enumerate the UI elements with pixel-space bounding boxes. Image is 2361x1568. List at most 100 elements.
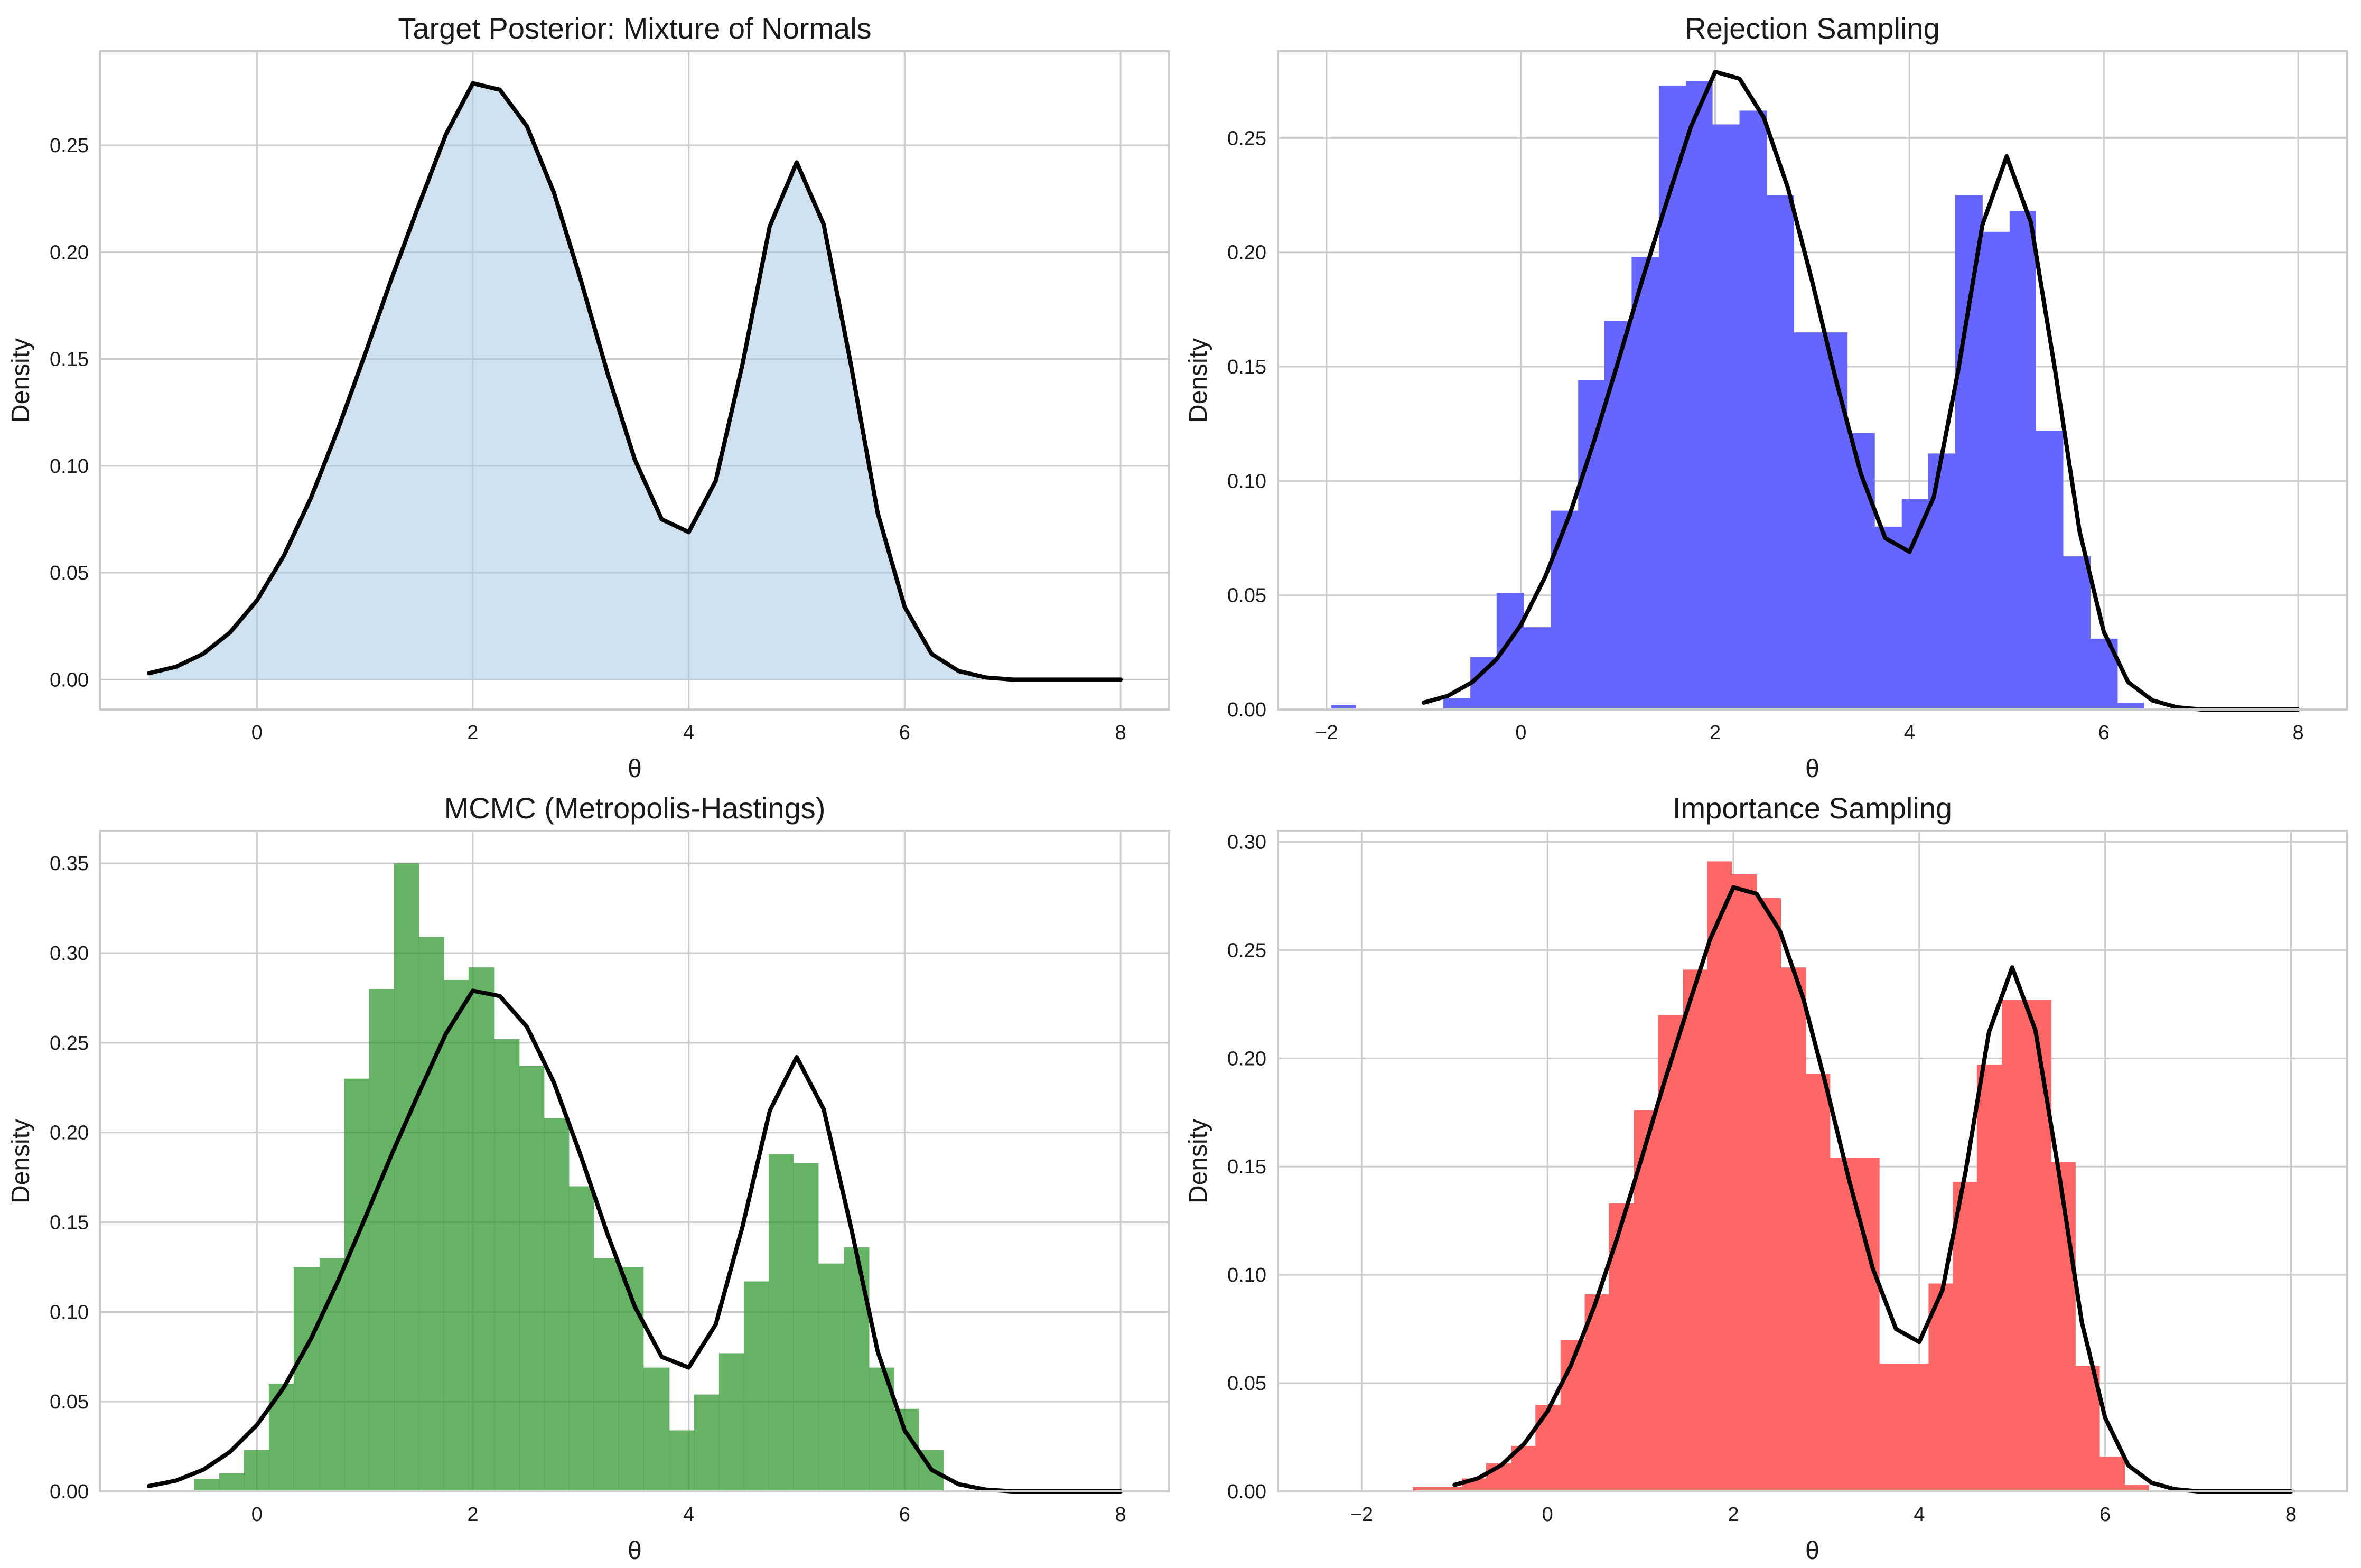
histogram-bar: [1535, 1405, 1561, 1491]
density-area-fill: [148, 83, 1121, 680]
y-tick-label: 0.25: [50, 135, 89, 157]
histogram-bar: [468, 967, 495, 1491]
chart-title: MCMC (Metropolis-Hastings): [444, 791, 826, 825]
y-tick-label: 0.20: [1227, 1048, 1266, 1070]
x-tick-label: 2: [1710, 722, 1721, 744]
histogram-bar: [418, 937, 444, 1491]
y-tick-label: 0.05: [50, 1391, 89, 1413]
histogram-bar: [1551, 510, 1579, 710]
y-axis-label: Density: [7, 338, 35, 423]
y-tick-label: 0.25: [1227, 127, 1266, 150]
histogram-bar: [2063, 556, 2091, 710]
histogram-bar: [1976, 1065, 2002, 1491]
plot-frame: [1277, 830, 2348, 1492]
y-tick-label: 0.20: [1227, 242, 1266, 264]
histogram-bar: [568, 1186, 594, 1491]
histogram-bar: [1874, 526, 1902, 710]
y-tick-label: 0.35: [50, 853, 89, 875]
histogram-bar: [1928, 1283, 1953, 1491]
x-tick-label: 0: [1542, 1504, 1553, 1526]
x-tick-label: 8: [1115, 1504, 1126, 1526]
y-tick-label: 0.10: [1227, 1264, 1266, 1286]
x-tick-label: 6: [899, 1504, 910, 1526]
x-tick-label: 8: [1115, 722, 1126, 744]
histogram-bar: [1604, 321, 1632, 710]
histogram-bar: [1578, 380, 1605, 710]
x-tick-label: 4: [1904, 722, 1915, 744]
histogram-bar: [2099, 1457, 2125, 1491]
y-axis-label: Density: [1184, 338, 1212, 423]
y-tick-label: 0.10: [1227, 470, 1266, 492]
y-tick-label: 0.15: [1227, 356, 1266, 378]
histogram-bar: [593, 1258, 619, 1491]
panel-mcmc: 0 2 4 6 8 0.00 0.05 0.10 0.15 0.20 0.25 0.30 0.35 MC…: [7, 791, 1170, 1565]
histogram-bar: [2051, 1162, 2076, 1491]
histogram-bar: [1631, 257, 1659, 710]
histogram-bar: [1879, 1364, 1904, 1491]
x-tick-label: 0: [251, 1504, 263, 1526]
histogram-bar: [1903, 1364, 1929, 1491]
histogram-bar: [194, 1479, 220, 1491]
histogram-bar: [1955, 195, 1983, 710]
chart-title: Importance Sampling: [1673, 791, 1952, 825]
histogram-bar: [618, 1267, 644, 1491]
histogram-bar: [818, 1263, 845, 1491]
histogram-bar: [219, 1473, 245, 1491]
plot-frame: [99, 830, 1170, 1492]
histogram-bar: [1584, 1294, 1609, 1491]
histogram-bar: [1780, 967, 1806, 1491]
x-tick-label: 4: [683, 722, 694, 744]
histogram-bar: [1686, 81, 1713, 710]
histogram-bar: [2036, 431, 2064, 710]
histogram-bar: [1756, 898, 1781, 1491]
histogram-bar: [344, 1078, 370, 1491]
histogram-bar: [1443, 698, 1471, 710]
x-tick-label: 0: [251, 722, 263, 744]
histogram-bar: [2117, 703, 2144, 710]
y-tick-label: 0.25: [1227, 939, 1266, 962]
x-tick-label: 6: [2099, 1504, 2111, 1526]
histogram-bar: [1331, 705, 1356, 710]
target-density-curve: [1421, 69, 2301, 712]
histogram-bar: [1413, 1487, 1439, 1491]
histogram-bar: [718, 1353, 744, 1491]
x-tick-label: 8: [2292, 722, 2303, 744]
histogram-bar: [1806, 1074, 1831, 1491]
histogram-bar: [369, 988, 395, 1491]
x-axis-label: θ: [1805, 1537, 1819, 1565]
histogram-bar: [1707, 861, 1732, 1491]
histogram-bar: [1712, 124, 1740, 710]
x-tick-label: −2: [1350, 1504, 1373, 1526]
histogram-bar: [2026, 1000, 2052, 1491]
histogram-bar: [293, 1267, 320, 1491]
x-tick-label: 2: [467, 722, 478, 744]
y-tick-label: 0.20: [50, 1122, 89, 1144]
plot-frame: [1277, 50, 2348, 711]
histogram-bar: [743, 1281, 769, 1491]
histogram-bar: [394, 863, 419, 1491]
histogram-bar: [494, 1039, 520, 1491]
y-tick-label: 0.05: [50, 562, 89, 584]
x-axis-label: θ: [628, 1537, 642, 1565]
histogram-bar: [669, 1430, 695, 1491]
histogram-bar: [2002, 1000, 2027, 1491]
target-density-curve: [146, 988, 1123, 1494]
y-tick-label: 0.05: [1227, 585, 1266, 607]
x-axis-label: θ: [1805, 755, 1819, 783]
target-density-curve: [146, 81, 1123, 682]
histogram-bar: [244, 1450, 269, 1491]
histogram-bar: [844, 1247, 870, 1491]
histogram-bar: [1820, 332, 1848, 710]
y-tick-label: 0.20: [50, 241, 89, 264]
histogram-bar: [1794, 332, 1821, 710]
y-tick-label: 0.30: [50, 942, 89, 965]
histogram-bar: [1982, 231, 2010, 710]
target-density-curve: [1452, 885, 2293, 1494]
histogram-bar: [1901, 499, 1928, 710]
x-tick-label: 6: [899, 722, 910, 744]
y-tick-label: 0.25: [50, 1032, 89, 1054]
histogram-bar: [1731, 874, 1757, 1491]
x-tick-label: 6: [2098, 722, 2110, 744]
histogram-bar: [1928, 453, 1956, 710]
y-axis-label: Density: [7, 1119, 35, 1203]
